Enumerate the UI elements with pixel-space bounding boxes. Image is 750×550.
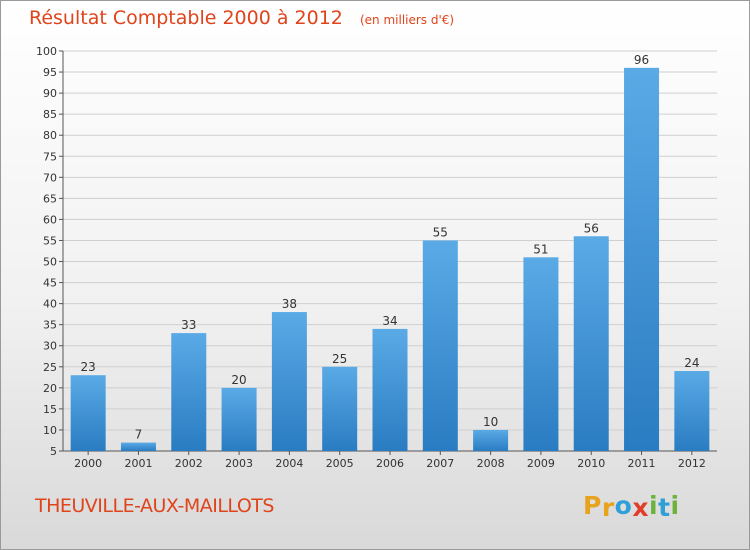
bar-2006 — [372, 328, 408, 451]
data-label-2012: 24 — [684, 356, 699, 370]
data-label-2004: 38 — [282, 297, 297, 311]
bars — [70, 67, 710, 451]
data-labels: 23 7 33 20 38 25 34 55 10 51 56 96 24 — [81, 53, 700, 442]
logo-letter: t — [658, 493, 671, 522]
chart-subtitle: (en milliers d'€) — [359, 13, 455, 27]
data-label-2002: 33 — [181, 318, 196, 332]
bar-2005 — [322, 366, 358, 451]
y-tick-label: 15 — [43, 403, 57, 416]
y-tick-label: 75 — [43, 150, 57, 163]
x-tick-label-2012: 2012 — [678, 457, 706, 470]
y-tick-label: 80 — [43, 129, 57, 142]
x-tick-label-2009: 2009 — [527, 457, 555, 470]
y-tick-label: 90 — [43, 87, 57, 100]
data-label-2000: 23 — [81, 360, 96, 374]
data-label-2005: 25 — [332, 352, 347, 366]
y-tick-label: 95 — [43, 66, 57, 79]
bar-2009 — [523, 257, 559, 451]
title-block: Résultat Comptable 2000 à 2012 (en milli… — [29, 7, 454, 29]
logo-letter: o — [614, 491, 633, 520]
logo-letter: r — [601, 493, 615, 522]
data-label-2008: 10 — [483, 415, 498, 429]
bar-2004 — [271, 312, 307, 451]
bar-2010 — [573, 236, 609, 451]
data-label-2011: 96 — [634, 53, 649, 67]
bar-2007 — [422, 240, 458, 451]
logo-letter: i — [649, 491, 659, 520]
chart-title: Résultat Comptable 2000 à 2012 — [29, 7, 343, 29]
x-tick-label-2008: 2008 — [477, 457, 505, 470]
logo-letter: x — [632, 493, 649, 522]
y-tick-label: 5 — [50, 445, 57, 458]
y-tick-label: 10 — [43, 424, 57, 437]
data-label-2006: 34 — [382, 314, 397, 328]
bar-2002 — [171, 333, 207, 451]
bar-2008 — [473, 429, 509, 451]
x-tick-label-2011: 2011 — [628, 457, 656, 470]
x-tick-label-2007: 2007 — [426, 457, 454, 470]
x-tick-label-2006: 2006 — [376, 457, 404, 470]
y-tick-label: 25 — [43, 361, 57, 374]
x-tick-label-2003: 2003 — [225, 457, 253, 470]
y-tick-label: 30 — [43, 340, 57, 353]
data-label-2003: 20 — [231, 373, 246, 387]
y-tick-label: 35 — [43, 319, 57, 332]
proxiti-logo: Proxiti — [583, 491, 680, 522]
x-tick-label-2002: 2002 — [175, 457, 203, 470]
bar-2000 — [70, 375, 106, 451]
y-tick-label: 40 — [43, 298, 57, 311]
data-label-2010: 56 — [584, 221, 599, 235]
commune-name: THEUVILLE-AUX-MAILLOTS — [35, 495, 274, 517]
y-tick-label: 65 — [43, 192, 57, 205]
x-tick-label-2005: 2005 — [326, 457, 354, 470]
x-tick-label-2004: 2004 — [275, 457, 303, 470]
axes: 5 10 15 20 25 30 35 40 45 50 55 60 65 70 75 80 85 90 95 100… — [36, 45, 717, 470]
bar-2003 — [221, 387, 257, 451]
y-tick-label: 45 — [43, 277, 57, 290]
y-tick-label: 55 — [43, 234, 57, 247]
logo-letter: P — [583, 491, 602, 520]
data-label-2007: 55 — [433, 225, 448, 239]
y-tick-label: 70 — [43, 171, 57, 184]
bar-2011 — [624, 67, 660, 451]
logo-letter: i — [670, 491, 680, 520]
x-tick-label-2001: 2001 — [124, 457, 152, 470]
bar-2001 — [120, 442, 156, 451]
y-tick-label: 85 — [43, 108, 57, 121]
data-label-2001: 7 — [135, 428, 143, 442]
y-tick-label: 20 — [43, 382, 57, 395]
data-label-2009: 51 — [533, 242, 548, 256]
y-tick-label: 50 — [43, 256, 57, 269]
x-tick-label-2000: 2000 — [74, 457, 102, 470]
bar-2012 — [674, 371, 710, 451]
y-tick-label: 100 — [36, 45, 57, 58]
y-tick-label: 60 — [43, 213, 57, 226]
x-tick-label-2010: 2010 — [577, 457, 605, 470]
